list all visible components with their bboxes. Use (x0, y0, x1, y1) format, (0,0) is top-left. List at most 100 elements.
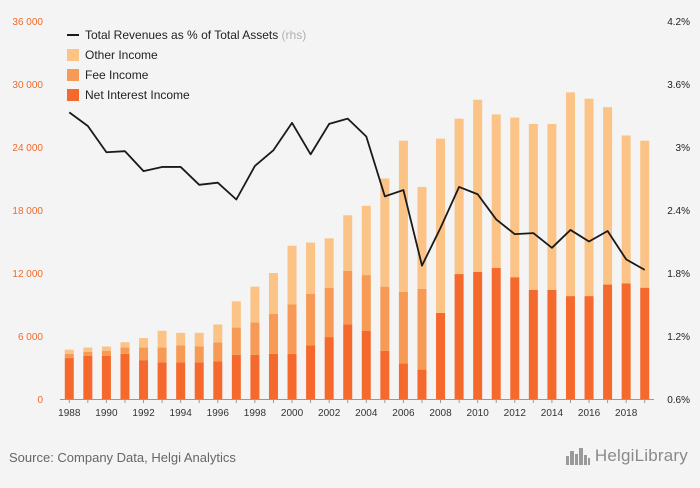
bar-segment (250, 286, 260, 323)
bar-segment (287, 245, 297, 305)
bar-segment (343, 270, 353, 325)
bar-segment (194, 332, 204, 347)
left-axis-tick-label: 30 000 (12, 80, 43, 91)
bar-segment (361, 205, 371, 276)
x-axis-tick-label: 2000 (281, 408, 304, 419)
left-axis-tick-label: 36 000 (12, 17, 43, 28)
right-axis-tick-label: 1.2% (667, 332, 690, 343)
bar-segment (139, 347, 149, 361)
x-axis-tick-label: 2018 (615, 408, 638, 419)
x-axis-tick-label: 2012 (504, 408, 527, 419)
bar-segment (268, 273, 278, 314)
bar-segment (231, 354, 241, 399)
right-axis-tick-label: 3% (676, 143, 691, 154)
legend-swatch (67, 49, 79, 61)
source-note: Source: Company Data, Helgi Analytics (9, 450, 236, 465)
left-axis-tick-label: 0 (37, 395, 43, 406)
bar-segment (176, 362, 186, 399)
bar-segment (231, 327, 241, 355)
bar-segment (510, 117, 520, 278)
bar-segment (398, 140, 408, 292)
left-axis-tick-label: 24 000 (12, 143, 43, 154)
bar-segment (640, 140, 650, 288)
x-axis-tick-label: 2010 (467, 408, 490, 419)
x-axis-tick-label: 1994 (170, 408, 193, 419)
bar-segment (306, 294, 316, 346)
bar-segment (528, 123, 538, 290)
bar-segment (268, 353, 278, 399)
x-axis-tick-label: 1990 (95, 408, 118, 419)
bar-segment (306, 345, 316, 399)
x-axis-tick-label: 1988 (58, 408, 81, 419)
bar-segment (194, 362, 204, 399)
bar-segment (565, 296, 575, 399)
bar-segment (176, 345, 186, 363)
x-axis-tick-label: 2016 (578, 408, 601, 419)
bar-segment (603, 107, 613, 285)
bar-segment (584, 296, 594, 399)
bar-segment (101, 346, 111, 351)
bar-segment (491, 267, 501, 399)
bar-segment (547, 123, 557, 290)
legend-note: (rhs) (278, 28, 306, 42)
x-axis-tick-label: 2014 (541, 408, 564, 419)
right-axis-tick-label: 1.8% (667, 269, 690, 280)
line-series-revenues-pct-assets (68, 111, 646, 271)
bar-segment (361, 275, 371, 331)
bar-segment (454, 118, 464, 275)
legend: Total Revenues as % of Total Assets (rhs… (67, 28, 306, 102)
left-axis: 0 6 000 12 000 18 000 24 000 30 000 36 000 (12, 17, 43, 406)
bar-segment (213, 361, 223, 399)
bar-segment (343, 215, 353, 271)
bar-segment (380, 350, 390, 399)
bar-segment (417, 369, 427, 399)
bar-segment (157, 362, 167, 399)
bar-segment (101, 350, 111, 356)
legend-label: Net Interest Income (85, 88, 190, 102)
bar-segment (157, 347, 167, 363)
right-axis-tick-label: 4.2% (667, 17, 690, 28)
bar-segment (621, 135, 631, 284)
x-axis-tick-label: 1996 (207, 408, 230, 419)
x-axis-tick-label: 1992 (132, 408, 155, 419)
legend-label: Other Income (85, 48, 158, 62)
legend-label: Fee Income (85, 68, 149, 82)
bar-segment (324, 337, 334, 399)
bar-segment (324, 287, 334, 338)
legend-label: Total Revenues as % of Total Assets (rhs… (85, 28, 306, 42)
bars (64, 92, 650, 399)
bar-segment (268, 313, 278, 354)
bar-segment (157, 330, 167, 348)
brand-name: HelgiLibrary (594, 446, 688, 465)
bar-segment (473, 99, 483, 272)
x-axis-tick-label: 2008 (429, 408, 452, 419)
bar-segment (231, 301, 241, 328)
bar-segment (640, 287, 650, 399)
bar-segment (380, 178, 390, 287)
bar-segment (64, 358, 74, 399)
bar-segment (83, 355, 93, 399)
bar-segment (176, 332, 186, 346)
bar-segment (250, 354, 260, 399)
bar-segment (213, 342, 223, 362)
brand-logo: HelgiLibrary (565, 446, 688, 466)
bar-segment (565, 92, 575, 297)
bar-segment (83, 351, 93, 356)
bar-segment (491, 114, 501, 268)
x-axis-tick-label: 2006 (392, 408, 415, 419)
bar-segment (380, 286, 390, 351)
bar-segment (306, 242, 316, 294)
bar-segment (547, 289, 557, 399)
bar-segment (213, 324, 223, 343)
bar-segment (361, 330, 371, 399)
bar-segment (398, 291, 408, 364)
bar-segment (250, 322, 260, 355)
legend-swatch (67, 89, 79, 101)
left-axis-tick-label: 18 000 (12, 206, 43, 217)
bar-segment (436, 312, 446, 399)
left-axis-tick-label: 12 000 (12, 269, 43, 280)
bar-segment (621, 283, 631, 399)
bar-segment (417, 186, 427, 289)
bar-segment (101, 355, 111, 399)
